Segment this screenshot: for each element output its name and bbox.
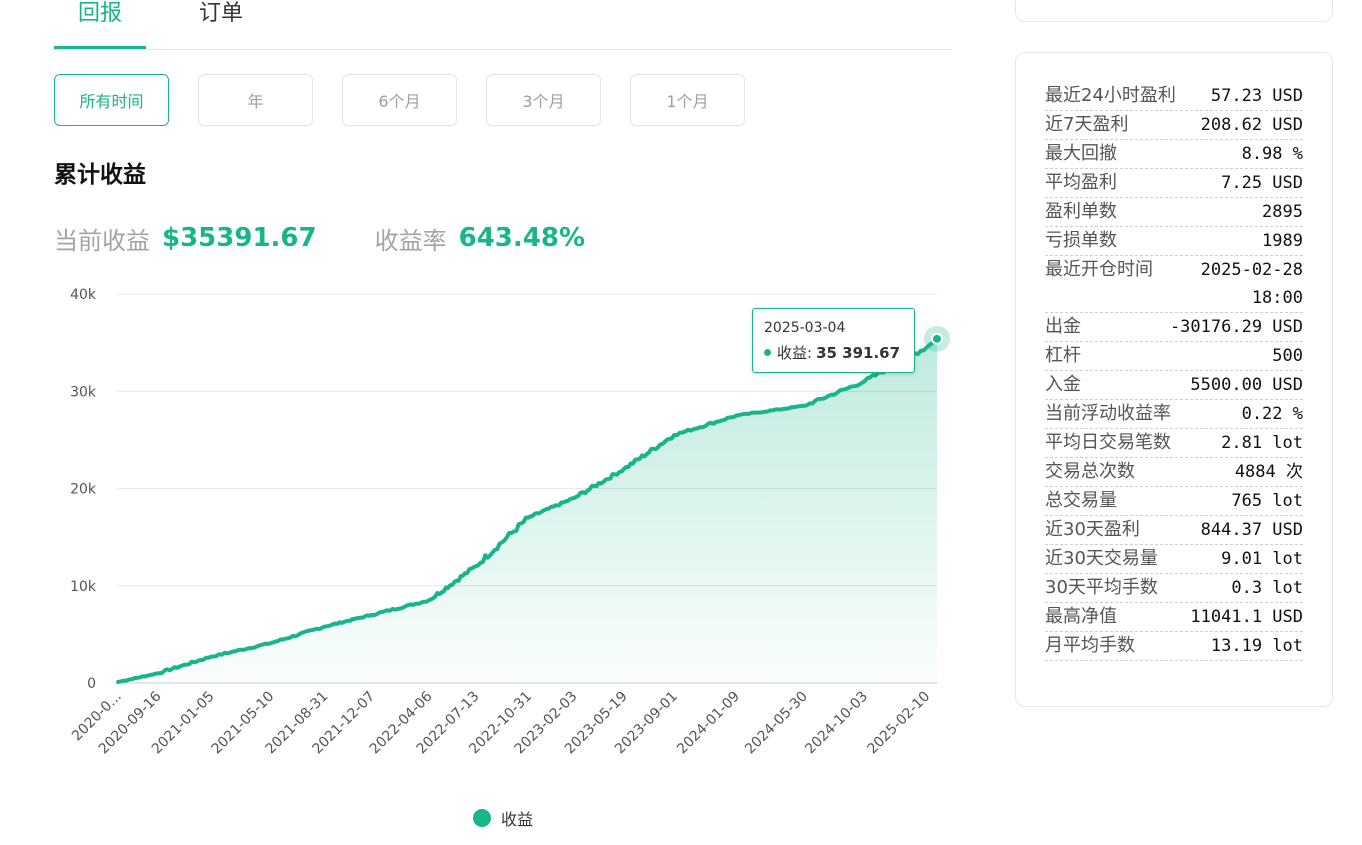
stat-label: 近7天盈利 [1045,114,1129,135]
stat-label: 最近24小时盈利 [1045,85,1176,106]
cumulative-returns-chart[interactable]: 0 10k 20k 30k 40k 2020-0...2020-09-162021-01… [40,280,960,780]
y-tick-label: 10k [70,579,97,595]
stat-value: 0.3 lot [1231,578,1303,598]
hover-point[interactable] [931,332,943,345]
stat-value: 2025-02-28 18:00 [1200,260,1303,308]
stat-row: 最近24小时盈利 57.23 USD [1045,82,1303,111]
section-title: 累计收益 [54,162,146,188]
stat-value: 2895 [1262,202,1303,222]
series-area [118,338,937,683]
stat-row: 交易总次数 4884 次 [1045,458,1303,487]
y-axis-ticks: 0 10k 20k 30k 40k [70,287,97,692]
stat-label: 杠杆 [1045,345,1081,366]
stat-row: 30天平均手数 0.3 lot [1045,574,1303,603]
stat-row: 出金 -30176.29 USD [1045,313,1303,342]
stat-value: 500 [1272,346,1303,366]
stat-value: 7.25 USD [1221,173,1303,193]
stat-label: 30天平均手数 [1045,577,1158,598]
tab-returns[interactable]: 回报 [78,1,123,26]
stat-label: 平均日交易笔数 [1045,432,1171,453]
y-tick-label: 20k [70,482,97,498]
stat-label: 近30天盈利 [1045,519,1140,540]
chart-tooltip: 2025-03-04 收益: 35 391.67 [752,308,915,373]
stat-value: 765 lot [1231,491,1303,511]
stat-value: 5500.00 USD [1190,375,1303,395]
stat-label: 出金 [1045,316,1081,337]
series-line [116,336,939,684]
chart-legend[interactable]: 收益 [473,806,533,830]
y-tick-label: 40k [70,287,97,303]
stat-label: 最近开仓时间 [1045,259,1153,280]
stat-label: 月平均手数 [1045,635,1135,656]
stat-row: 月平均手数 13.19 lot [1045,632,1303,661]
stat-value: 9.01 lot [1221,549,1303,569]
x-tick-label: 2024-10-03 [802,689,871,758]
stat-value: 8.98 % [1241,144,1303,164]
stat-value: -30176.29 USD [1169,317,1303,337]
stat-label: 近30天交易量 [1045,548,1158,569]
stat-row: 当前浮动收益率 0.22 % [1045,400,1303,429]
legend-dot [473,809,491,827]
tooltip-value: 35 391.67 [816,343,901,362]
tab-orders[interactable]: 订单 [199,1,244,26]
x-tick-label: 2024-01-09 [674,689,743,758]
stats-list: 最近24小时盈利 57.23 USD 近7天盈利 208.62 USD 最大回撤 8.98… [1045,82,1303,661]
tooltip-series-label: 收益 [777,344,808,362]
stat-row: 最近开仓时间 2025-02-28 18:00 [1045,256,1303,313]
stat-row: 杠杆 500 [1045,342,1303,371]
stat-row: 总交易量 765 lot [1045,487,1303,516]
stat-value: 57.23 USD [1210,86,1303,106]
stats-panel: 最近24小时盈利 57.23 USD 近7天盈利 208.62 USD 最大回撤 8.98… [1015,52,1333,707]
active-tab-indicator [54,46,146,49]
returns-summary: 当前收益 $35391.67 收益率 643.48% [54,218,585,258]
range-6-months-button[interactable]: 6个月 [342,74,457,126]
stat-label: 入金 [1045,374,1081,395]
stat-row: 最高净值 11041.1 USD [1045,603,1303,632]
stat-row: 近7天盈利 208.62 USD [1045,111,1303,140]
x-axis-ticks: 2020-0...2020-09-162021-01-052021-05-102… [69,688,933,757]
x-tick-label: 2024-05-30 [742,689,811,758]
stat-row: 平均盈利 7.25 USD [1045,169,1303,198]
stat-value: 844.37 USD [1200,520,1303,540]
stat-label: 最高净值 [1045,606,1117,627]
current-return-value: $35391.67 [162,223,317,253]
range-3-months-button[interactable]: 3个月 [486,74,601,126]
x-tick-label: 2025-02-10 [864,689,933,758]
stat-label: 当前浮动收益率 [1045,403,1171,424]
stat-value: 13.19 lot [1210,636,1303,656]
tooltip-series-dot [764,349,771,356]
tab-bar: 回报 订单 [54,0,952,50]
range-year-button[interactable]: 年 [198,74,313,126]
range-1-month-button[interactable]: 1个月 [630,74,745,126]
stat-label: 盈利单数 [1045,201,1117,222]
stat-label: 平均盈利 [1045,172,1117,193]
stat-row: 最大回撤 8.98 % [1045,140,1303,169]
return-rate-label: 收益率 [374,226,447,255]
current-return-label: 当前收益 [54,226,150,255]
stat-value: 2.81 lot [1221,433,1303,453]
range-all-time-button[interactable]: 所有时间 [54,74,169,126]
stat-value: 1989 [1262,231,1303,251]
stat-label: 总交易量 [1045,490,1117,511]
tooltip-date: 2025-03-04 [764,320,846,336]
y-tick-label: 30k [70,384,97,400]
stat-row: 盈利单数 2895 [1045,198,1303,227]
stat-row: 亏损单数 1989 [1045,227,1303,256]
stat-value: 4884 次 [1234,462,1303,482]
stat-label: 交易总次数 [1045,461,1135,482]
stat-row: 近30天盈利 844.37 USD [1045,516,1303,545]
stat-row: 近30天交易量 9.01 lot [1045,545,1303,574]
stat-value: 0.22 % [1241,404,1303,424]
stat-row: 入金 5500.00 USD [1045,371,1303,400]
stat-value: 208.62 USD [1200,115,1303,135]
stat-value: 11041.1 USD [1190,607,1303,627]
stat-row: 平均日交易笔数 2.81 lot [1045,429,1303,458]
top-panel [1015,0,1333,22]
stat-label: 最大回撤 [1045,143,1117,164]
stat-label: 亏损单数 [1045,230,1117,251]
return-rate-value: 643.48% [458,223,585,253]
y-tick-label: 0 [87,676,96,692]
legend-label: 收益 [501,810,534,829]
